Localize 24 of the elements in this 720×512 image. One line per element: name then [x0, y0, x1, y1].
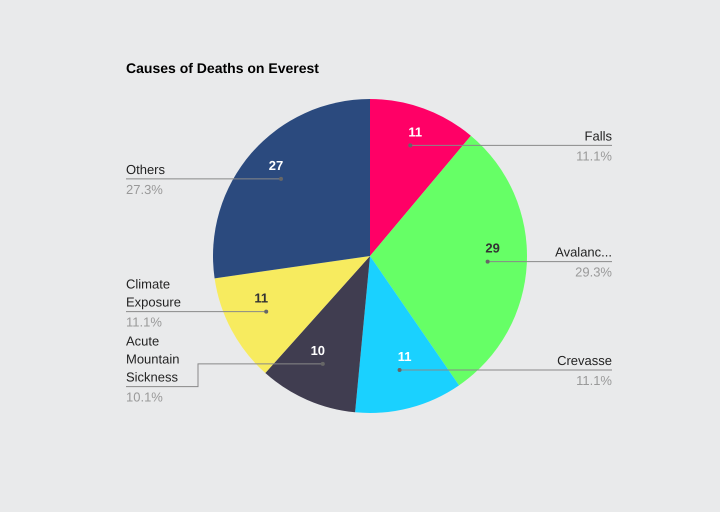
- slice-label: Falls: [584, 128, 612, 144]
- data-label: 10: [310, 342, 326, 358]
- text: 10.1%: [126, 390, 164, 405]
- text: 27.3%: [126, 182, 164, 197]
- data-label: 11: [254, 290, 268, 306]
- slice-label: Crevasse: [557, 352, 612, 368]
- slice-label: Avalanc...: [555, 244, 612, 260]
- text: 11.1%: [576, 372, 612, 388]
- slice-label: Climate Exposure: [126, 276, 181, 310]
- data-label: 27: [268, 158, 284, 173]
- chart-title: Causes of Deaths on Everest: [126, 60, 320, 76]
- text: 11.1%: [576, 148, 612, 164]
- data-label: 29: [485, 240, 500, 256]
- slice-label: Acute Mountain Sickness: [126, 334, 180, 385]
- pie-slice: [214, 256, 370, 374]
- pie-slice: [213, 99, 370, 278]
- text: 29.3%: [575, 264, 612, 280]
- data-label: 11: [408, 124, 422, 140]
- slice-label: Others: [126, 162, 166, 177]
- pie-slice: [370, 99, 471, 256]
- text: 11.1%: [126, 314, 162, 330]
- pie-slice: [370, 136, 527, 386]
- pie-slice: [355, 256, 460, 413]
- data-label: 11: [398, 348, 412, 364]
